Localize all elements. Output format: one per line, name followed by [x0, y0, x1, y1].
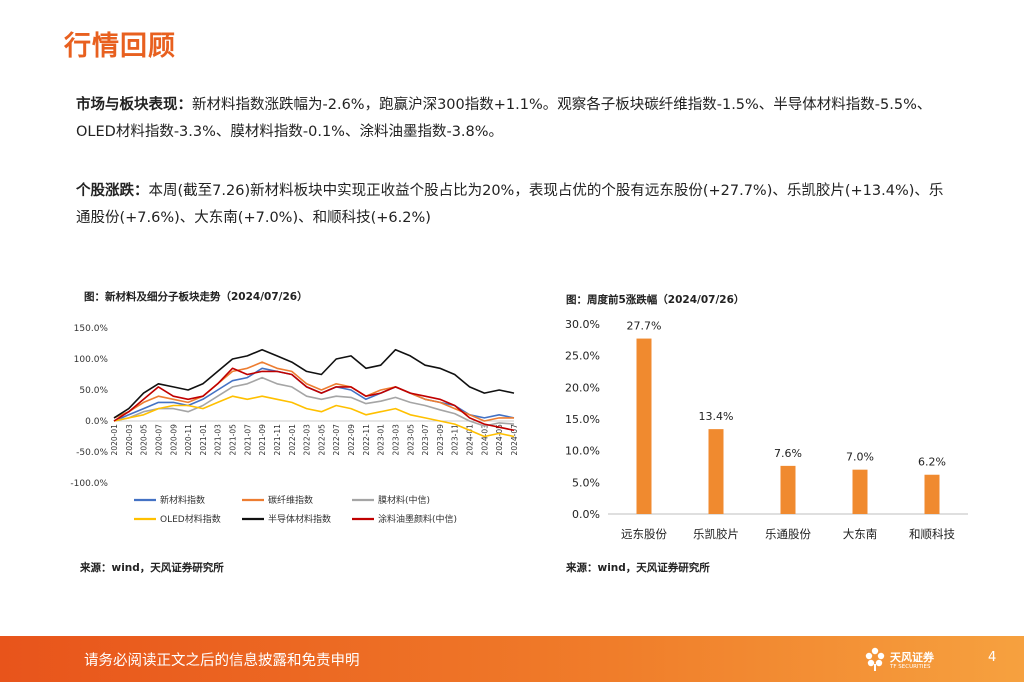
- y-tick-label: 5.0%: [572, 476, 600, 489]
- bar-value-label: 7.0%: [846, 451, 874, 464]
- bar-chart-caption: 图：周度前5涨跌幅（2024/07/26）: [566, 294, 745, 306]
- page-number: 4: [988, 650, 997, 665]
- bar: [852, 469, 868, 514]
- market-performance-paragraph: 市场与板块表现：新材料指数涨跌幅为-2.6%，跑赢沪深300指数+1.1%。观察…: [76, 92, 956, 146]
- x-tick-label: 2021-03: [214, 424, 223, 456]
- y-tick-label: 50.0%: [79, 386, 108, 396]
- x-tick-label: 2020-05: [140, 424, 149, 456]
- legend-label: 半导体材料指数: [268, 513, 331, 525]
- bar-value-label: 13.4%: [699, 410, 734, 423]
- legend-label: 新材料指数: [160, 494, 205, 506]
- stock-movement-text: 本周(截至7.26)新材料板块中实现正收益个股占比为20%，表现占优的个股有远东…: [76, 183, 944, 226]
- logo-name: 天风证券: [890, 651, 934, 664]
- category-label: 大东南: [843, 527, 878, 541]
- category-label: 乐凯胶片: [693, 527, 739, 541]
- y-tick-label: 10.0%: [565, 445, 600, 458]
- x-tick-label: 2021-01: [199, 424, 208, 456]
- x-tick-label: 2023-07: [421, 424, 430, 456]
- x-tick-label: 2024-03: [480, 424, 489, 456]
- x-tick-label: 2023-01: [377, 424, 386, 456]
- series-line: [113, 367, 515, 432]
- y-tick-label: 30.0%: [565, 318, 600, 331]
- category-label: 和顺科技: [909, 527, 955, 541]
- y-tick-label: 0.0%: [572, 508, 600, 521]
- x-tick-label: 2020-03: [125, 424, 134, 456]
- x-tick-label: 2020-01: [110, 424, 119, 456]
- sector-trend-line-chart: 150.0% 100.0% 50.0% 0.0% -50.0% -100.0% 2020-0…: [70, 324, 519, 525]
- bar: [780, 465, 796, 514]
- line-chart-source: 来源：wind，天风证券研究所: [80, 562, 224, 574]
- y-tick-label: 100.0%: [74, 355, 109, 365]
- series-line: [113, 395, 515, 438]
- bar-value-label: 6.2%: [918, 456, 946, 469]
- bar-value-label: 27.7%: [627, 320, 662, 333]
- stock-movement-paragraph: 个股涨跌：本周(截至7.26)新材料板块中实现正收益个股占比为20%，表现占优的…: [76, 178, 956, 232]
- x-tick-label: 2022-03: [303, 424, 312, 456]
- stock-movement-label: 个股涨跌：: [76, 183, 149, 199]
- bar: [924, 474, 940, 514]
- x-tick-label: 2024-01: [466, 424, 475, 456]
- y-tick-label: 20.0%: [565, 381, 600, 394]
- bar-value-label: 7.6%: [774, 447, 802, 460]
- tf-flower-logo-icon: [865, 647, 885, 671]
- disclaimer-text: 请务必阅读正文之后的信息披露和免责申明: [84, 653, 360, 669]
- market-performance-text: 新材料指数涨跌幅为-2.6%，跑赢沪深300指数+1.1%。观察各子板块碳纤维指…: [76, 97, 932, 140]
- bar-chart-source: 来源：wind，天风证券研究所: [566, 562, 710, 574]
- x-tick-label: 2021-11: [273, 424, 282, 456]
- market-performance-label: 市场与板块表现：: [76, 97, 192, 113]
- x-tick-label: 2024-05: [495, 424, 504, 456]
- series-line: [113, 348, 515, 419]
- legend-label: 碳纤维指数: [268, 494, 313, 506]
- line-chart-caption: 图：新材料及细分子板块走势（2024/07/26）: [84, 291, 308, 303]
- x-tick-label: 2022-07: [332, 424, 341, 456]
- y-tick-label: 25.0%: [565, 350, 600, 363]
- legend-label: 膜材料(中信): [378, 494, 430, 506]
- x-tick-label: 2023-03: [391, 424, 400, 456]
- x-tick-label: 2022-11: [362, 424, 371, 456]
- x-tick-label: 2024-07: [510, 424, 519, 456]
- legend-label: 涂料油墨颜料(中信): [378, 513, 457, 525]
- bar: [636, 338, 652, 514]
- y-tick-label: -50.0%: [76, 448, 108, 458]
- category-label: 乐通股份: [765, 527, 811, 541]
- category-label: 远东股份: [621, 527, 667, 541]
- legend-label: OLED材料指数: [160, 513, 221, 525]
- x-tick-label: 2020-11: [184, 424, 193, 456]
- series-line: [113, 361, 514, 422]
- x-tick-label: 2021-09: [258, 424, 267, 456]
- x-tick-label: 2023-11: [451, 424, 460, 456]
- x-tick-label: 2022-05: [317, 424, 326, 456]
- bar: [708, 429, 724, 514]
- page-title: 行情回顾: [64, 31, 176, 62]
- x-tick-label: 2020-09: [169, 424, 178, 456]
- x-tick-label: 2023-09: [436, 424, 445, 456]
- tf-securities-logo: 天风证券 TF SECURITIES: [864, 646, 954, 676]
- footer-bar: 请务必阅读正文之后的信息披露和免责申明 天风证券 TF SECURITIES 4: [0, 636, 1024, 682]
- y-tick-label: -100.0%: [70, 479, 108, 489]
- y-tick-label: 150.0%: [74, 324, 109, 334]
- x-tick-label: 2020-07: [154, 424, 163, 456]
- top5-gainers-bar-chart: 30.0% 25.0% 20.0% 15.0% 10.0% 5.0% 0.0% 27.7% 远东…: [565, 318, 968, 541]
- x-tick-label: 2021-05: [229, 424, 238, 456]
- y-tick-label: 0.0%: [85, 417, 108, 427]
- series-line: [113, 376, 515, 427]
- x-tick-label: 2022-01: [288, 424, 297, 456]
- logo-subtitle: TF SECURITIES: [890, 664, 931, 670]
- y-tick-label: 15.0%: [565, 413, 600, 426]
- x-tick-label: 2021-07: [243, 424, 252, 456]
- x-tick-label: 2022-09: [347, 424, 356, 456]
- x-tick-label: 2023-05: [406, 424, 415, 456]
